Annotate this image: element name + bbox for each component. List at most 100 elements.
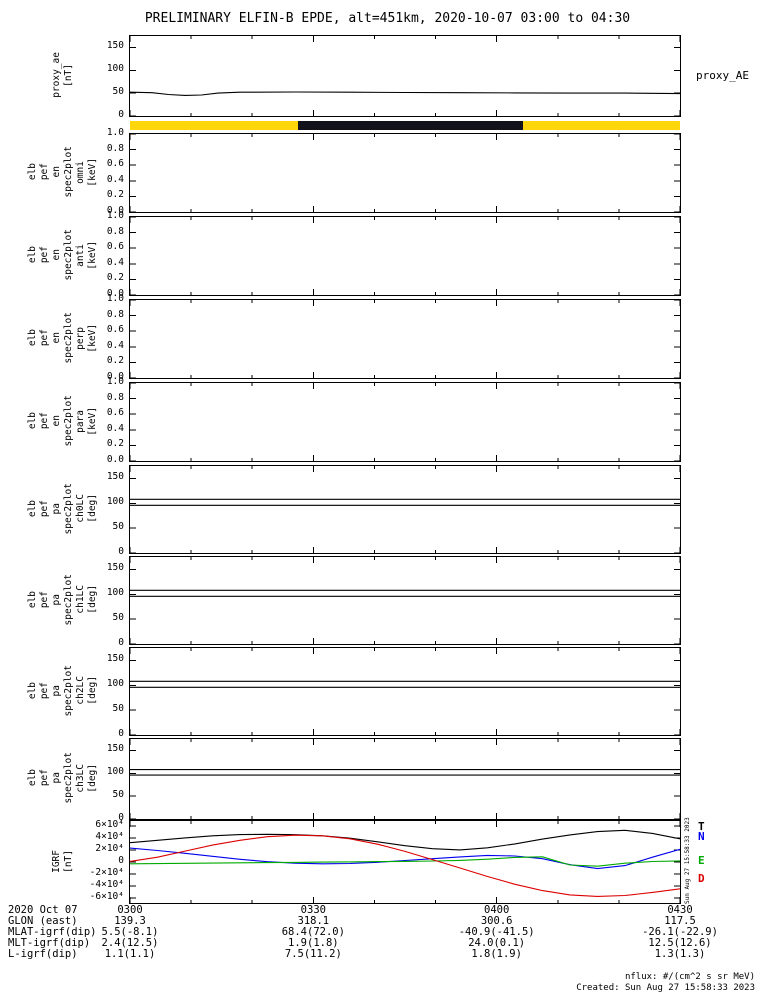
y-tick-label: -6×10⁴ xyxy=(89,891,124,903)
legend-T: T xyxy=(698,820,705,833)
x-tick-label: 0430 xyxy=(667,904,693,916)
panel-pa_ch2lc xyxy=(129,647,681,736)
y-tick-label: 0.0 xyxy=(106,205,124,216)
footer-value: 7.5(11.2) xyxy=(284,948,342,960)
y-axis-label-line: spec2plot xyxy=(62,752,74,804)
availability-dark-segment xyxy=(297,121,524,130)
y-axis-label-line: [nT] xyxy=(62,63,74,87)
legend-E: E xyxy=(698,854,705,868)
y-tick-label: 100 xyxy=(106,496,124,508)
y-axis-label-en_para: elb pef en spec2plot para [keV] xyxy=(26,382,98,460)
y-axis-label-line: pef xyxy=(38,412,50,430)
nflux-note: nflux: #/(cm^2 s sr MeV) xyxy=(624,972,755,982)
y-axis-label-line: pef xyxy=(38,329,50,347)
y-axis-label-line: en xyxy=(50,415,62,427)
y-axis-label-line: pef xyxy=(38,163,50,181)
y-axis-label-line: pa xyxy=(50,593,62,606)
y-axis-label-line: elb xyxy=(26,769,38,787)
footer-row-4: L-igrf(dip) 1.1(1.1) 7.5(11.2) 1.8(1.9) 1.3(… xyxy=(0,949,775,960)
series-D xyxy=(130,834,680,897)
y-tick-label: 100 xyxy=(106,678,124,690)
plot-canvas-en_anti xyxy=(130,217,680,295)
y-axis-label-line: en xyxy=(50,166,62,178)
y-tick-label: 0 xyxy=(118,109,124,120)
y-axis-label-line: [keV] xyxy=(86,406,98,436)
y-tick-label: -2×10⁴ xyxy=(89,867,124,879)
panel-en_anti xyxy=(129,216,681,296)
y-axis-label-line: elb xyxy=(26,246,38,264)
y-tick-label: 0 xyxy=(118,637,124,648)
plot-canvas-pa_ch3lc xyxy=(130,739,680,819)
y-tick-label: 50 xyxy=(112,612,124,624)
y-tick-label: 150 xyxy=(106,653,124,665)
y-tick-label: 0.2 xyxy=(106,189,124,201)
series-proxy_AE xyxy=(130,91,680,96)
panel-en_perp xyxy=(129,299,681,379)
footer-row-label: MLAT-igrf(dip) xyxy=(8,926,97,938)
y-tick-label: 0.6 xyxy=(106,407,124,419)
side-timestamp: Sun Aug 27 15:58:33 2023 xyxy=(684,817,691,904)
y-tick-label: 1.0 xyxy=(106,127,124,138)
y-tick-label: 150 xyxy=(106,40,124,52)
panel-en_omni xyxy=(129,133,681,213)
y-tick-label: 0.6 xyxy=(106,241,124,253)
y-axis-label-igrf: IGRF [nT] xyxy=(26,820,98,902)
footer-row-label: GLON (east) xyxy=(8,915,78,927)
y-axis-label-line: ch1LC xyxy=(74,585,86,614)
y-axis-label-line: pa xyxy=(50,772,62,784)
y-axis-label-line: pef xyxy=(38,499,50,518)
y-tick-label: 0.0 xyxy=(106,371,124,382)
y-axis-label-pa_ch3lc: elb pef pa spec2plot ch3LC [deg] xyxy=(26,738,98,818)
y-axis-label-line: elb xyxy=(26,329,38,347)
footer-row-3: MLT-igrf(dip) 2.4(12.5) 1.9(1.8) 24.0(0.1) 1… xyxy=(0,938,775,949)
y-tick-label: 100 xyxy=(106,587,124,599)
x-tick-label: 0400 xyxy=(484,904,510,916)
footer-value: 2.4(12.5) xyxy=(101,937,159,949)
y-axis-label-line: elb xyxy=(26,163,38,181)
footer-value: 318.1 xyxy=(297,915,330,927)
y-axis-label-line: IGRF xyxy=(50,849,62,873)
y-axis-label-line: anti xyxy=(74,243,86,267)
panel-proxy_ae xyxy=(129,35,681,117)
y-axis-label-line: pa xyxy=(50,684,62,697)
y-axis-label-line: para xyxy=(74,409,86,433)
y-tick-label: 0.0 xyxy=(106,288,124,299)
x-tick-label: 0330 xyxy=(300,904,326,916)
footer-value: 1.3(1.3) xyxy=(654,948,706,960)
y-axis-label-en_perp: elb pef en spec2plot perp [keV] xyxy=(26,299,98,377)
plot-canvas-proxy_ae xyxy=(130,36,680,116)
footer-value: -40.9(-41.5) xyxy=(458,926,535,938)
panel-pa_ch3lc xyxy=(129,738,681,820)
y-tick-label: 50 xyxy=(112,703,124,715)
footer-row-2: MLAT-igrf(dip) 5.5(-8.1) 68.4(72.0) -40.9(-… xyxy=(0,927,775,938)
y-tick-label: 0.4 xyxy=(106,256,124,268)
y-tick-label: 100 xyxy=(106,63,124,75)
y-tick-label: 0.8 xyxy=(106,225,124,237)
y-axis-label-line: elb xyxy=(26,590,38,609)
y-tick-label: 50 xyxy=(112,86,124,98)
y-tick-label: 1.0 xyxy=(106,376,124,387)
y-tick-label: 0 xyxy=(118,728,124,739)
footer-value: 300.6 xyxy=(480,915,513,927)
y-axis-label-line: [keV] xyxy=(86,323,98,353)
y-tick-label: 150 xyxy=(106,471,124,483)
panel-igrf xyxy=(129,820,681,904)
y-axis-label-line: [deg] xyxy=(86,494,98,523)
y-axis-label-line: ch2LC xyxy=(74,676,86,705)
created-note: Created: Sun Aug 27 15:58:33 2023 xyxy=(576,983,755,993)
y-axis-label-line: en xyxy=(50,249,62,261)
footer-value: 1.1(1.1) xyxy=(104,948,156,960)
y-axis-label-line: ch3LC xyxy=(74,763,86,793)
y-tick-label: 0.2 xyxy=(106,355,124,367)
plot-title: PRELIMINARY ELFIN-B EPDE, alt=451km, 202… xyxy=(144,11,631,26)
y-axis-label-line: [deg] xyxy=(86,585,98,614)
y-axis-label-line: spec2plot xyxy=(62,573,74,626)
y-tick-label: 0.2 xyxy=(106,272,124,284)
y-tick-label: 50 xyxy=(112,521,124,533)
y-axis-label-line: spec2plot xyxy=(62,229,74,281)
y-axis-label-line: en xyxy=(50,332,62,344)
y-axis-label-line: proxy_ae xyxy=(50,52,62,98)
y-tick-label: 50 xyxy=(112,789,124,801)
y-axis-label-line: spec2plot xyxy=(62,312,74,364)
plot-canvas-igrf xyxy=(130,821,680,903)
